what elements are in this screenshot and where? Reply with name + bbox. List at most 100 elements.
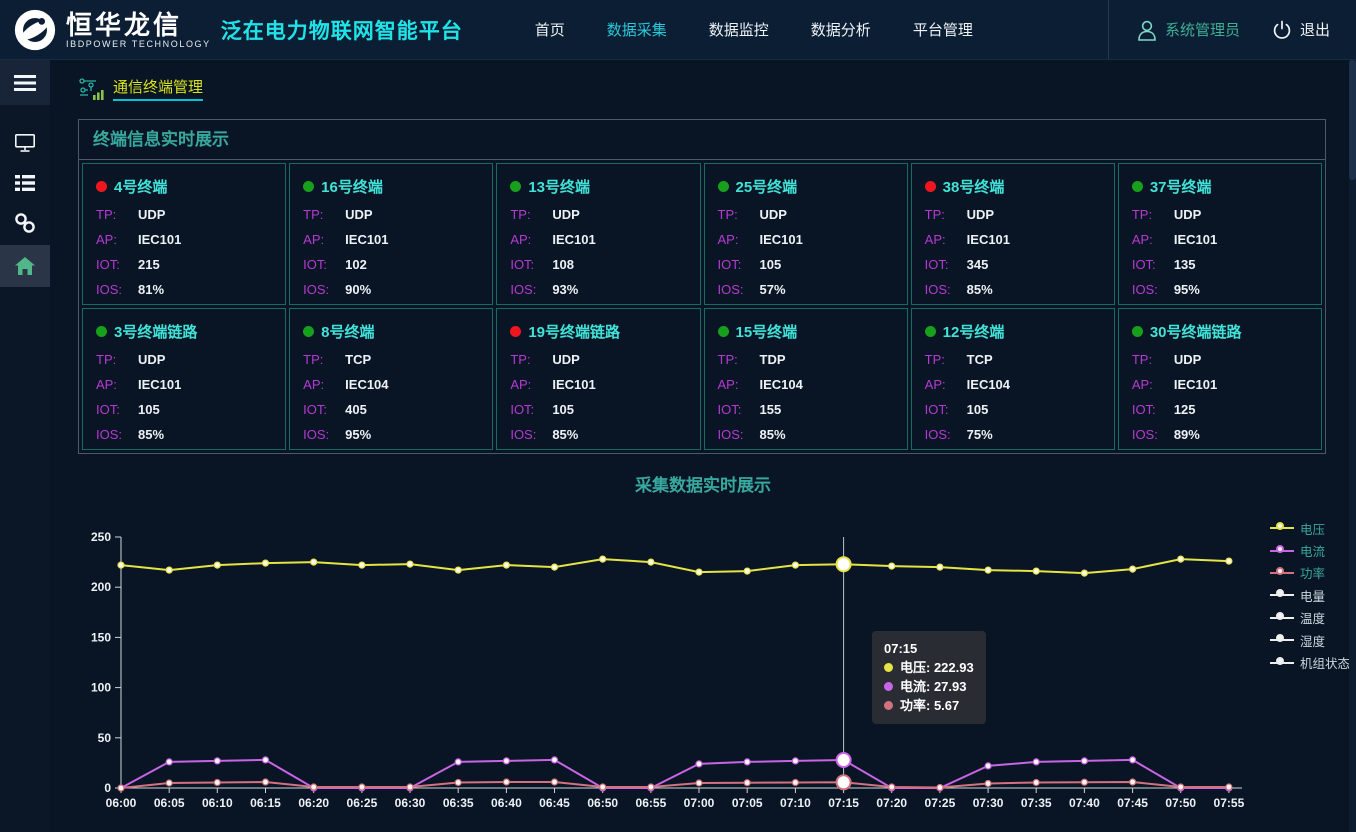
terminal-card[interactable]: 13号终端 TP: UDP AP: IEC101 IOT: 108 IOS: 93%: [496, 163, 701, 305]
card-label: IOS:: [303, 282, 330, 297]
tooltip-series-dot: [884, 682, 893, 691]
card-label: IOS:: [924, 427, 951, 442]
terminal-card[interactable]: 38号终端 TP: UDP AP: IEC101 IOT: 345 IOS: 85%: [910, 163, 1115, 305]
card-label: AP:: [924, 232, 946, 247]
legend-item-0[interactable]: 电压: [1269, 517, 1350, 539]
legend-item-2[interactable]: 功率: [1269, 562, 1350, 584]
sidebar-item-link[interactable]: [0, 203, 50, 243]
svg-text:07:45: 07:45: [1117, 796, 1148, 810]
terminal-card[interactable]: 37号终端 TP: UDP AP: IEC101 IOT: 135 IOS: 95%: [1117, 163, 1322, 305]
user-name[interactable]: 系统管理员: [1164, 22, 1240, 39]
status-dot-green: [924, 326, 936, 337]
card-label: IOT:: [510, 402, 535, 417]
legend-item-6[interactable]: 机组状态: [1269, 651, 1350, 673]
svg-text:07:20: 07:20: [876, 796, 907, 810]
terminal-info-panel: 终端信息实时展示 4号终端 TP: UDP AP: IEC101 IOT: 215 IOS: 8…: [78, 119, 1326, 454]
nav-item-3[interactable]: 数据分析: [810, 22, 871, 39]
terminal-card[interactable]: 12号终端 TP: TCP AP: IEC104 IOT: 105 IOS: 75%: [910, 308, 1115, 450]
svg-text:06:40: 06:40: [491, 796, 522, 810]
terminal-card[interactable]: 30号终端链路 TP: UDP AP: IEC101 IOT: 125 IOS: 89%: [1117, 308, 1322, 450]
power-icon[interactable]: [1272, 20, 1292, 40]
card-value: 85%: [552, 427, 579, 442]
scrollbar[interactable]: [1349, 60, 1356, 832]
card-label: IOT:: [924, 402, 949, 417]
terminal-cards-grid: 4号终端 TP: UDP AP: IEC101 IOT: 215 IOS: 81% 16号终端 TP…: [79, 160, 1325, 453]
terminal-card[interactable]: 16号终端 TP: UDP AP: IEC101 IOT: 102 IOS: 90%: [289, 163, 494, 305]
terminal-card[interactable]: 4号终端 TP: UDP AP: IEC101 IOT: 215 IOS: 81%: [82, 163, 287, 305]
terminal-card[interactable]: 15号终端 TP: TDP AP: IEC104 IOT: 155 IOS: 85%: [703, 308, 908, 450]
sidebar-item-monitor[interactable]: [0, 123, 50, 163]
card-value: 135: [1173, 257, 1196, 272]
card-label: IOT:: [1131, 402, 1156, 417]
nav-item-1[interactable]: 数据采集: [606, 22, 667, 39]
terminal-name: 25号终端: [735, 179, 798, 196]
legend-label: 机组状态: [1299, 657, 1350, 672]
card-row-ios: IOS: 85%: [925, 283, 1101, 297]
tooltip-series-dot: [884, 701, 893, 710]
svg-text:50: 50: [98, 731, 112, 745]
terminal-card[interactable]: 19号终端链路 TP: UDP AP: IEC101 IOT: 105 IOS: 85%: [496, 308, 701, 450]
card-label: IOT:: [510, 257, 535, 272]
nav-item-0[interactable]: 首页: [534, 22, 565, 39]
card-label: IOS:: [96, 282, 123, 297]
svg-text:0: 0: [104, 781, 111, 795]
terminal-name: 19号终端链路: [528, 324, 621, 341]
card-label: AP:: [96, 232, 117, 247]
card-value: IEC101: [138, 377, 182, 392]
terminal-card[interactable]: 3号终端链路 TP: UDP AP: IEC101 IOT: 105 IOS: 85%: [82, 308, 287, 450]
svg-text:200: 200: [91, 580, 111, 594]
legend-mark-icon: [1269, 544, 1294, 558]
terminal-card-title: 16号终端: [303, 176, 479, 197]
card-row-iot: IOT: 108: [510, 258, 686, 272]
terminal-name: 30号终端链路: [1149, 324, 1242, 341]
svg-text:06:50: 06:50: [587, 796, 618, 810]
legend-item-3[interactable]: 电量: [1269, 584, 1350, 606]
panel-title: 终端信息实时展示: [79, 120, 1325, 160]
terminal-card[interactable]: 8号终端 TP: TCP AP: IEC104 IOT: 405 IOS: 95%: [289, 308, 494, 450]
sidebar-item-menu[interactable]: [0, 60, 50, 105]
terminal-name: 12号终端: [942, 324, 1005, 341]
svg-text:06:45: 06:45: [539, 796, 570, 810]
list-icon: [15, 175, 35, 191]
card-value: 105: [759, 257, 782, 272]
breadcrumb-label[interactable]: 通信终端管理: [113, 76, 204, 101]
card-label: TP:: [303, 352, 324, 367]
card-row-ap: AP: IEC101: [96, 378, 272, 392]
status-dot-green: [303, 181, 315, 192]
tooltip-row: 功率: 5.67: [884, 696, 974, 715]
terminal-card[interactable]: 25号终端 TP: UDP AP: IEC101 IOT: 105 IOS: 57%: [703, 163, 908, 305]
terminal-name: 13号终端: [528, 179, 591, 196]
card-row-tp: TP: UDP: [1132, 208, 1308, 222]
legend-item-5[interactable]: 湿度: [1269, 629, 1350, 651]
terminal-management-icon: [79, 78, 104, 100]
card-label: TP:: [924, 207, 945, 222]
card-value: TCP: [966, 352, 993, 367]
logout-button[interactable]: 退出: [1299, 22, 1330, 39]
nav-item-4[interactable]: 平台管理: [912, 22, 973, 39]
card-row-ios: IOS: 57%: [718, 283, 894, 297]
card-value: 93%: [552, 282, 579, 297]
card-row-tp: TP: TDP: [718, 353, 894, 367]
chart-canvas[interactable]: 0 50 100 150 200 250 06:00 06:05 06:10 06:15 06:20…: [50, 514, 1356, 824]
card-row-ios: IOS: 93%: [510, 283, 686, 297]
nav-item-2[interactable]: 数据监控: [708, 22, 769, 39]
card-label: IOS:: [717, 427, 744, 442]
svg-text:06:00: 06:00: [106, 796, 137, 810]
card-value: UDP: [1173, 352, 1202, 367]
card-value: 85%: [966, 282, 993, 297]
card-row-ap: AP: IEC101: [925, 233, 1101, 247]
sidebar-item-home[interactable]: [0, 245, 50, 287]
scrollbar-thumb[interactable]: [1349, 60, 1356, 180]
card-label: AP:: [510, 377, 532, 392]
terminal-name: 3号终端链路: [114, 324, 198, 341]
platform-title: 泛在电力物联网智能平台: [220, 19, 463, 43]
tooltip-series-dot: [884, 663, 893, 672]
legend-item-1[interactable]: 电流: [1269, 539, 1350, 561]
sidebar-item-list[interactable]: [0, 163, 50, 203]
card-label: TP:: [1131, 207, 1153, 222]
terminal-name: 37号终端: [1149, 179, 1212, 196]
legend-item-4[interactable]: 温度: [1269, 607, 1350, 629]
card-label: TP:: [96, 207, 117, 222]
card-value: 85%: [138, 427, 165, 442]
card-row-iot: IOT: 105: [718, 258, 894, 272]
